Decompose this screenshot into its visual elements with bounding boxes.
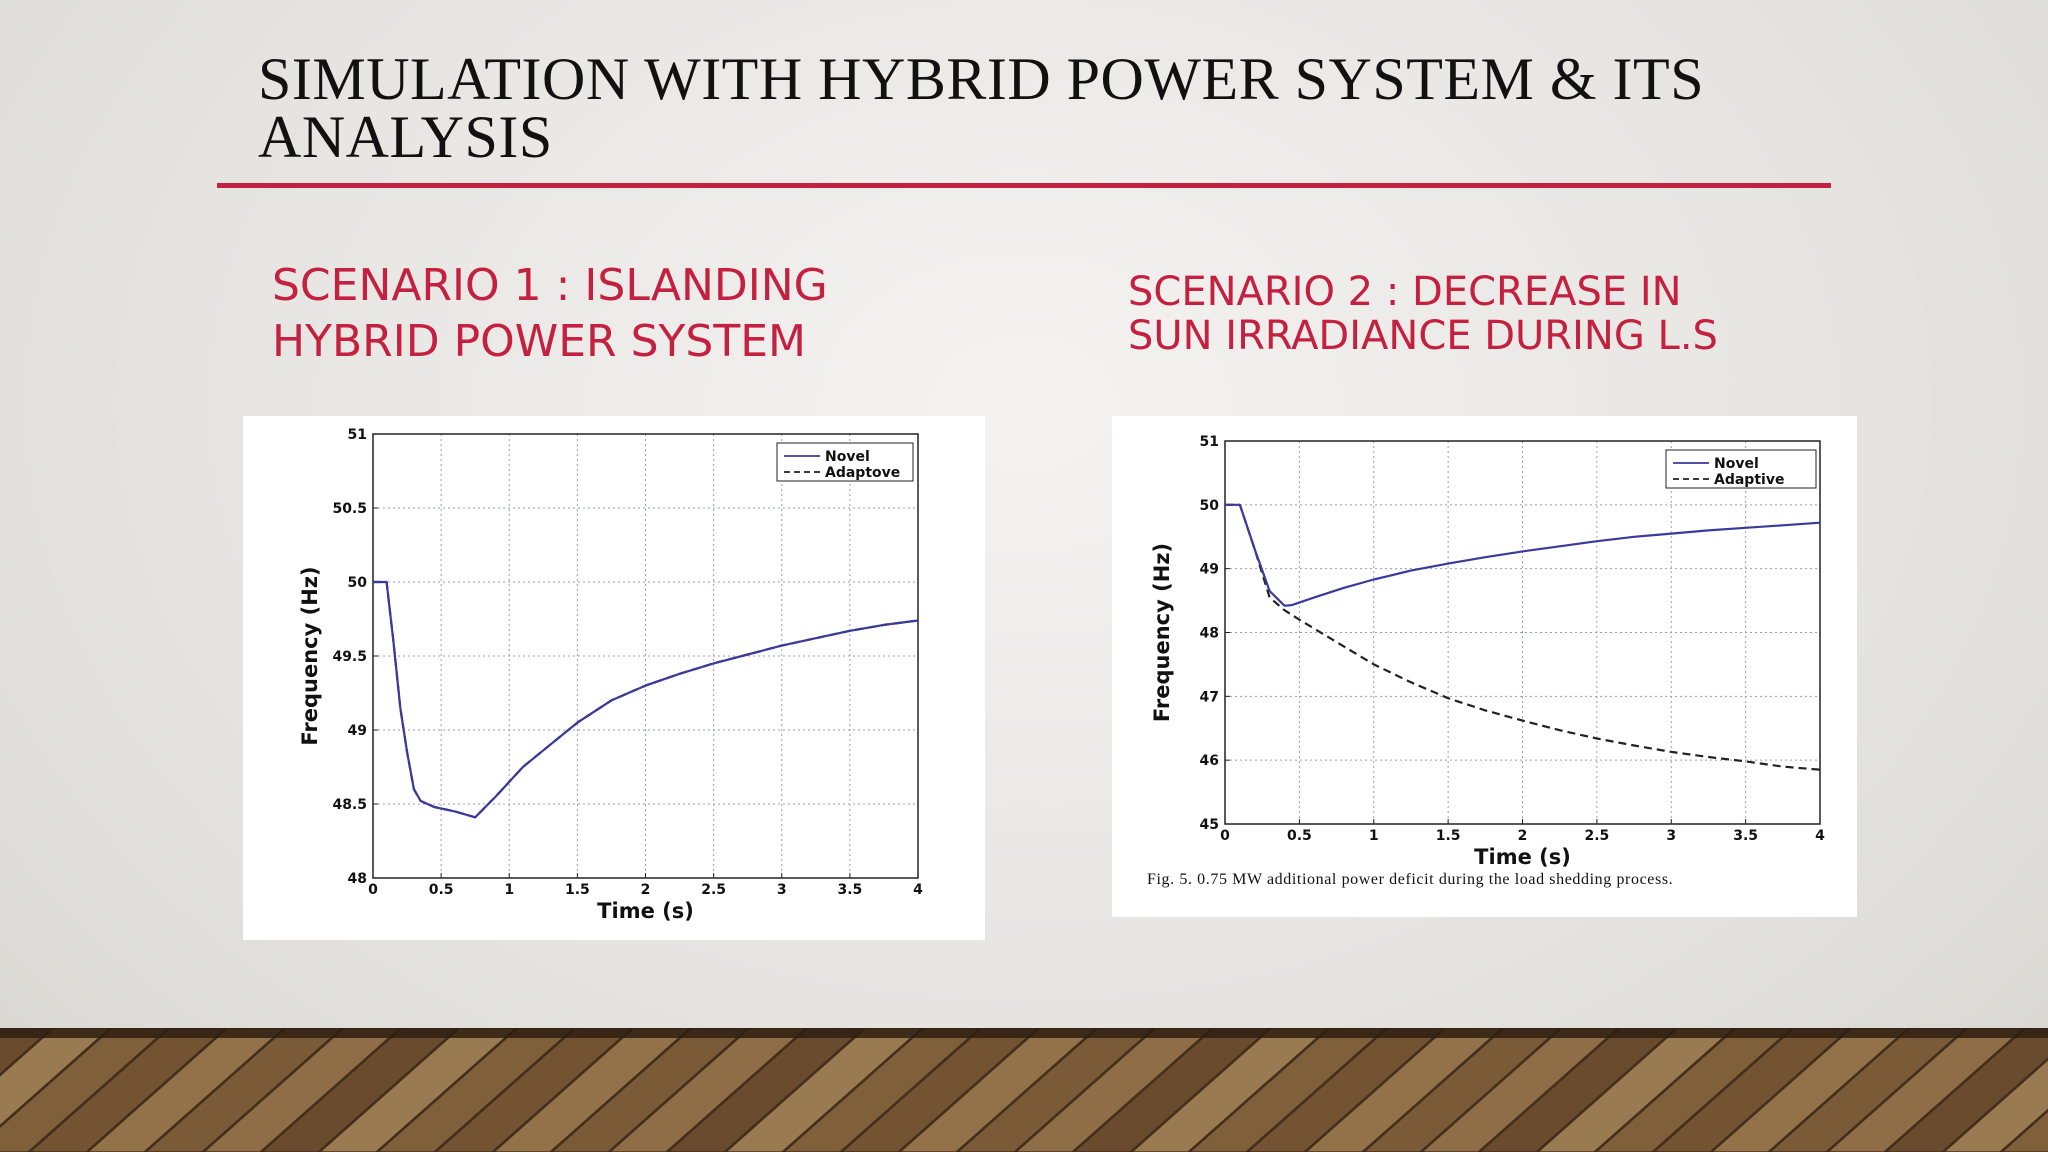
floor-plank <box>1653 1028 1851 1152</box>
x-tick-label: 3.5 <box>1733 828 1758 844</box>
floor-plank <box>1769 1028 1967 1152</box>
x-tick-label: 0 <box>368 882 378 898</box>
title-underline <box>217 183 1831 188</box>
y-tick-label: 50.5 <box>332 501 367 517</box>
slide-title: SIMULATION WITH HYBRID POWER SYSTEM & IT… <box>258 46 1705 170</box>
scenario1-heading: SCENARIO 1 : ISLANDING HYBRID POWER SYST… <box>272 260 828 367</box>
y-tick-label: 50 <box>348 575 368 591</box>
floor-plank <box>2001 1110 2048 1152</box>
floor-plank <box>1595 1028 1793 1152</box>
floor-plank <box>261 1028 459 1152</box>
x-tick-label: 3.5 <box>837 882 862 898</box>
floor-plank <box>1827 1028 2025 1152</box>
floor-plank <box>725 1028 923 1152</box>
floor-plank <box>0 1028 53 1075</box>
floor-plank <box>1943 1059 2048 1152</box>
y-tick-label: 48 <box>348 871 367 887</box>
x-tick-label: 1.5 <box>1436 828 1461 844</box>
floor-plank <box>1479 1028 1677 1152</box>
figure-caption: Fig. 5. 0.75 MW additional power deficit… <box>1147 871 1674 888</box>
floor-plank <box>551 1028 749 1152</box>
y-tick-label: 45 <box>1200 817 1219 833</box>
floor-plank <box>0 1028 111 1127</box>
legend-label-novel: Novel <box>825 449 870 465</box>
x-tick-label: 0 <box>1220 828 1230 844</box>
y-tick-label: 49 <box>1200 562 1219 578</box>
legend-label-adaptive: Adaptive <box>1714 472 1784 488</box>
y-tick-label: 47 <box>1200 689 1219 705</box>
floor-plank <box>1421 1028 1619 1152</box>
floor-plank <box>1131 1028 1329 1152</box>
floor-plank <box>319 1028 517 1152</box>
floor-plank <box>203 1028 401 1152</box>
legend-label-adaptove: Adaptove <box>825 465 900 481</box>
y-axis-label: Frequency (Hz) <box>298 566 322 745</box>
x-tick-label: 1 <box>504 882 514 898</box>
floor-plank <box>1073 1028 1271 1152</box>
floor-plank <box>1189 1028 1387 1152</box>
floor-plank <box>609 1028 807 1152</box>
x-axis-label: Time (s) <box>1474 845 1571 869</box>
legend-box <box>1665 449 1817 489</box>
floor-plank <box>899 1028 1097 1152</box>
floor-planks <box>0 1028 2048 1152</box>
x-tick-label: 4 <box>1815 828 1825 844</box>
x-tick-label: 4 <box>913 882 923 898</box>
x-tick-label: 3 <box>777 882 787 898</box>
scenario1-frequency-chart: 0 0.5 1 1.5 2 2.5 3 3.5 4 48 48.5 49 49.5 50 50.5 51 Tim… <box>298 427 923 923</box>
floor-plank <box>1711 1028 1909 1152</box>
floor-plank <box>1015 1028 1213 1152</box>
floor-plank <box>783 1028 981 1152</box>
y-tick-label: 50 <box>1200 498 1220 514</box>
x-axis-label: Time (s) <box>597 899 694 923</box>
floor-edge-shadow <box>0 1028 2048 1038</box>
scenario2-frequency-chart: 0 0.5 1 1.5 2 2.5 3 3.5 4 45 46 47 48 49 50 51 Time (s) F… <box>1150 434 1825 869</box>
floor-plank <box>435 1028 633 1152</box>
scenario2-heading: SCENARIO 2 : DECREASE IN SUN IRRADIANCE … <box>1128 269 1718 359</box>
floor-plank <box>145 1028 343 1152</box>
x-tick-label: 2.5 <box>1584 828 1609 844</box>
legend-label-novel: Novel <box>1714 456 1759 472</box>
y-axis-label: Frequency (Hz) <box>1150 543 1174 722</box>
y-tick-label: 48.5 <box>332 797 367 813</box>
floor-plank <box>29 1028 227 1152</box>
y-tick-label: 49.5 <box>332 649 367 665</box>
y-tick-label: 48 <box>1200 626 1219 642</box>
y-tick-label: 51 <box>348 427 367 443</box>
scenario1-chart-panel: 0 0.5 1 1.5 2 2.5 3 3.5 4 48 48.5 49 49.5 50 50.5 51 Tim… <box>243 416 985 940</box>
legend-box <box>776 442 914 482</box>
x-tick-label: 2 <box>641 882 651 898</box>
floor-plank <box>377 1028 575 1152</box>
y-tick-label: 49 <box>348 723 367 739</box>
floor-plank <box>1363 1028 1561 1152</box>
series-line-adaptive <box>1225 503 1821 771</box>
x-tick-label: 2.5 <box>701 882 726 898</box>
floor-plank <box>1885 1028 2048 1152</box>
x-tick-label: 0.5 <box>429 882 454 898</box>
series-line-novel <box>1225 503 1821 607</box>
floor-plank <box>0 1028 169 1152</box>
floor-plank <box>667 1028 865 1152</box>
floor-plank <box>1305 1028 1503 1152</box>
x-tick-label: 1.5 <box>565 882 590 898</box>
floor-plank <box>841 1028 1039 1152</box>
floor-plank <box>493 1028 691 1152</box>
floor-plank <box>1247 1028 1445 1152</box>
y-tick-label: 51 <box>1200 434 1219 450</box>
x-tick-label: 1 <box>1369 828 1379 844</box>
floor-plank <box>957 1028 1155 1152</box>
x-tick-label: 3 <box>1666 828 1676 844</box>
series-line-novel <box>373 580 919 819</box>
x-tick-label: 0.5 <box>1287 828 1312 844</box>
x-tick-label: 2 <box>1518 828 1528 844</box>
scenario2-chart-panel: 0 0.5 1 1.5 2 2.5 3 3.5 4 45 46 47 48 49 50 51 Time (s) F… <box>1112 416 1857 917</box>
floor-plank <box>1537 1028 1735 1152</box>
y-tick-label: 46 <box>1200 753 1219 769</box>
wooden-floor-background <box>0 1028 2048 1152</box>
floor-plank <box>87 1028 285 1152</box>
